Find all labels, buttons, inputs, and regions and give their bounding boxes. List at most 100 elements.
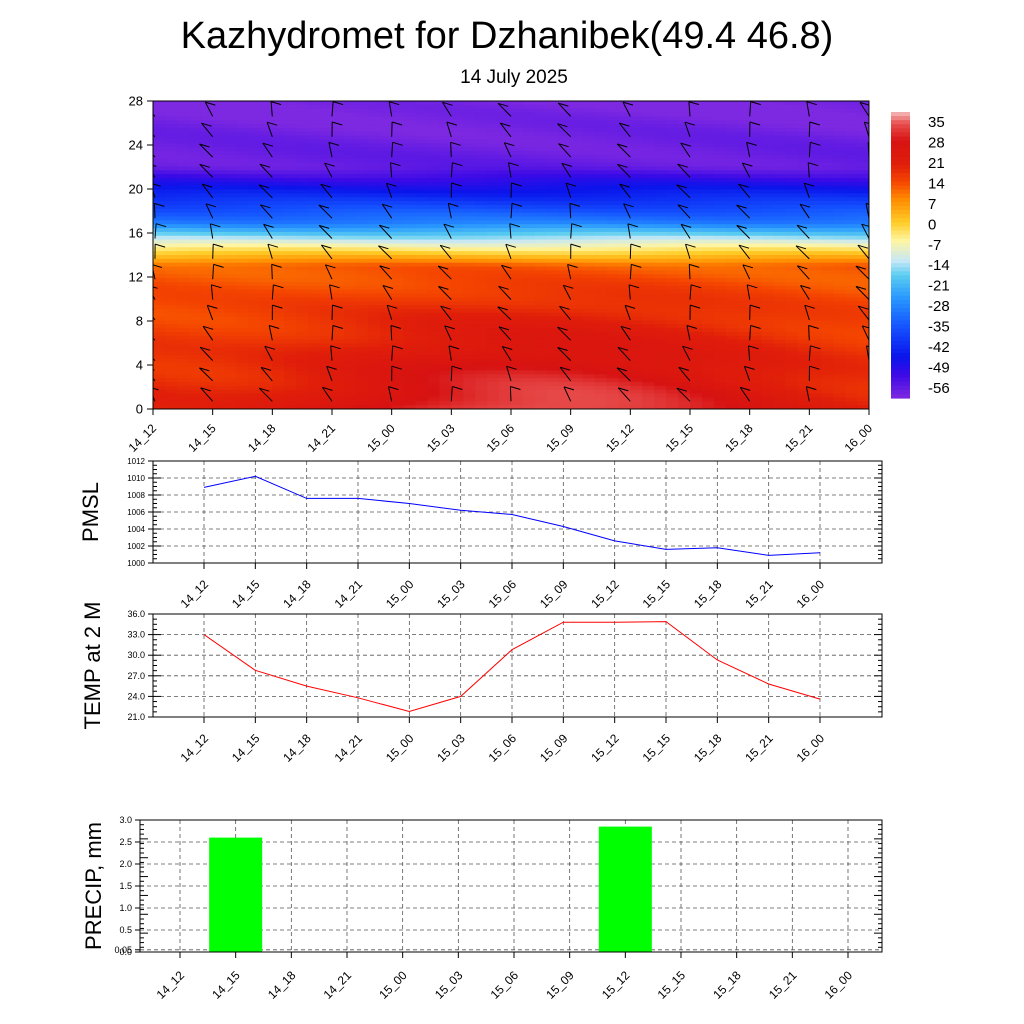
cross-section-cell <box>582 224 596 229</box>
cross-section-cell <box>391 378 405 383</box>
cross-section-cell <box>570 104 584 110</box>
cross-section-cell <box>773 289 787 295</box>
cross-section-cell <box>558 251 572 256</box>
cross-section-cell <box>260 355 273 360</box>
cross-section-cell <box>499 216 512 221</box>
cross-section-cell <box>153 178 166 183</box>
cross-section-cell <box>379 135 393 141</box>
cross-section-cell <box>212 378 226 383</box>
cross-section-cell <box>308 104 321 110</box>
cross-section-cell <box>845 193 858 198</box>
cross-section-cell <box>164 401 178 406</box>
cross-section-cell <box>391 147 405 152</box>
cross-section-cell <box>212 312 226 318</box>
cross-section-cell <box>821 127 834 133</box>
cross-section-cell <box>164 358 178 364</box>
cross-section-cell <box>845 143 858 148</box>
cross-section-cell <box>713 401 727 406</box>
cross-section-cell <box>332 147 345 152</box>
cross-section-cell <box>797 355 810 360</box>
cross-section-cell <box>690 216 703 221</box>
cross-section-cell <box>320 212 333 218</box>
cross-section-cell <box>761 181 775 187</box>
cross-section-cell <box>343 147 357 152</box>
cross-section-cell <box>487 297 500 302</box>
cross-section-cell <box>272 170 285 175</box>
cross-section-cell <box>212 143 226 148</box>
cross-section-cell <box>164 116 178 121</box>
cross-section-cell <box>320 358 333 364</box>
cross-section-cell <box>546 301 560 306</box>
cross-section-cell <box>749 185 763 191</box>
cross-section-cell <box>534 374 548 379</box>
cross-section-cell <box>558 355 572 360</box>
cross-section-cell <box>725 389 739 395</box>
cross-section-cell <box>845 189 858 194</box>
cross-section-cell <box>713 370 727 375</box>
cross-section-cell <box>725 258 739 264</box>
cross-section-cell <box>212 235 226 241</box>
cross-section-cell <box>164 124 178 129</box>
cross-section-cell <box>678 289 691 295</box>
cross-section-cell <box>809 316 822 322</box>
cross-section-cell <box>272 297 285 302</box>
cross-section-cell <box>582 374 596 379</box>
cross-section-cell <box>176 235 190 241</box>
cross-section-cell <box>355 212 369 218</box>
cross-section-cell <box>511 220 524 225</box>
cross-section-cell <box>737 270 751 275</box>
cross-section-cell <box>534 204 548 210</box>
cross-section-cell <box>379 204 393 210</box>
cross-section-cell <box>654 201 667 206</box>
cross-section-cell <box>260 339 273 345</box>
cross-section-cell <box>475 362 488 368</box>
cross-section-cell <box>343 120 357 125</box>
cross-section-cell <box>164 335 178 341</box>
cross-section-cell <box>749 266 763 271</box>
cross-section-cell <box>737 382 751 387</box>
cross-section-cell <box>606 101 619 106</box>
cross-section-cell <box>713 201 727 206</box>
wind-barbs <box>153 101 869 402</box>
cross-section-cell <box>415 293 429 298</box>
cross-section-cell <box>809 266 822 271</box>
wind-barb <box>204 101 214 117</box>
cross-section-cell <box>499 116 512 121</box>
cross-section-cell <box>618 255 631 260</box>
cross-section-cell <box>618 228 631 233</box>
cross-section-cell <box>522 197 536 202</box>
cross-section-cell <box>773 243 787 248</box>
cross-section-cell <box>761 204 775 210</box>
cross-section-cell <box>153 274 166 279</box>
cross-section-cell <box>511 262 524 268</box>
cross-section-cell <box>224 324 238 329</box>
cross-section-cell <box>797 274 810 279</box>
cross-section-cell <box>725 178 739 183</box>
cross-section-cell <box>296 124 309 129</box>
cross-section-cell <box>522 239 536 245</box>
cross-section-cell <box>308 366 321 372</box>
cross-section-cell <box>534 243 548 248</box>
cross-section-cell <box>164 351 178 356</box>
cross-section-cell <box>439 224 452 229</box>
cross-section-cell <box>570 397 584 402</box>
cross-section-cell <box>224 247 238 252</box>
cross-section-cell <box>403 374 417 379</box>
cross-section-cell <box>284 151 297 156</box>
cross-section-cell <box>403 316 417 322</box>
cross-section-cell <box>690 174 703 179</box>
cross-section-cell <box>332 235 345 241</box>
cross-section-cell <box>236 274 250 279</box>
cross-section-cell <box>451 401 464 406</box>
cross-section-cell <box>546 370 560 375</box>
cross-section-cell <box>749 397 763 402</box>
cross-section-cell <box>857 355 869 360</box>
cross-section-cell <box>403 193 417 198</box>
cross-section-cell <box>833 193 846 198</box>
cross-section-cell <box>666 131 679 137</box>
cross-section-cell <box>761 374 775 379</box>
cross-section-cell <box>367 231 381 237</box>
cross-section-cell <box>499 297 512 302</box>
cross-section-cell <box>618 208 631 214</box>
wind-barb <box>270 101 273 117</box>
